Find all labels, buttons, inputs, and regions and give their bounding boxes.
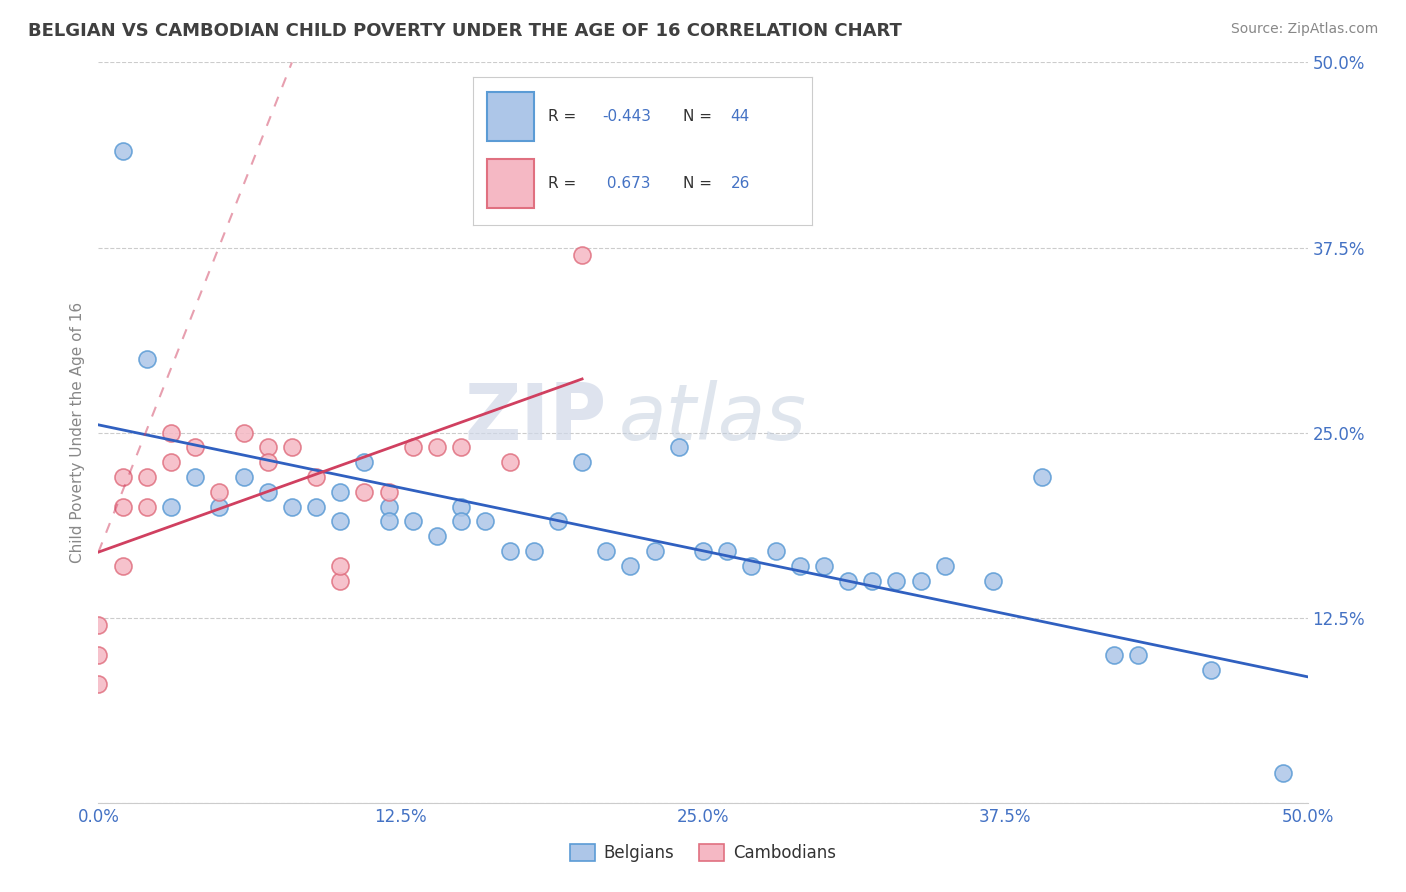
- Point: [184, 441, 207, 455]
- Text: atlas: atlas: [619, 380, 806, 456]
- Text: Source: ZipAtlas.com: Source: ZipAtlas.com: [1230, 22, 1378, 37]
- Point: [571, 455, 593, 469]
- Point: [1031, 470, 1053, 484]
- Point: [353, 484, 375, 499]
- Point: [1128, 648, 1150, 662]
- Point: [111, 500, 134, 514]
- Point: [305, 470, 328, 484]
- Point: [426, 529, 449, 543]
- Point: [450, 500, 472, 514]
- Point: [87, 677, 110, 691]
- Point: [402, 441, 425, 455]
- Point: [87, 648, 110, 662]
- Point: [619, 558, 641, 573]
- Point: [765, 544, 787, 558]
- Point: [934, 558, 956, 573]
- Point: [426, 441, 449, 455]
- Point: [1199, 663, 1222, 677]
- Point: [474, 515, 496, 529]
- Point: [402, 515, 425, 529]
- Text: ZIP: ZIP: [464, 380, 606, 456]
- Point: [813, 558, 835, 573]
- Point: [498, 455, 520, 469]
- Point: [281, 500, 304, 514]
- Point: [160, 500, 183, 514]
- Point: [329, 574, 352, 588]
- Point: [837, 574, 859, 588]
- Point: [256, 441, 278, 455]
- Legend: Belgians, Cambodians: Belgians, Cambodians: [564, 837, 842, 869]
- Point: [111, 558, 134, 573]
- Point: [135, 351, 157, 366]
- Point: [232, 470, 254, 484]
- Point: [595, 544, 617, 558]
- Point: [329, 484, 352, 499]
- Point: [111, 470, 134, 484]
- Point: [716, 544, 738, 558]
- Point: [208, 500, 231, 514]
- Point: [789, 558, 811, 573]
- Y-axis label: Child Poverty Under the Age of 16: Child Poverty Under the Age of 16: [69, 302, 84, 563]
- Point: [668, 441, 690, 455]
- Point: [256, 484, 278, 499]
- Point: [377, 500, 399, 514]
- Point: [1272, 766, 1295, 780]
- Point: [450, 515, 472, 529]
- Point: [87, 618, 110, 632]
- Text: BELGIAN VS CAMBODIAN CHILD POVERTY UNDER THE AGE OF 16 CORRELATION CHART: BELGIAN VS CAMBODIAN CHILD POVERTY UNDER…: [28, 22, 903, 40]
- Point: [135, 500, 157, 514]
- Point: [377, 515, 399, 529]
- Point: [547, 515, 569, 529]
- Point: [377, 484, 399, 499]
- Point: [353, 455, 375, 469]
- Point: [692, 544, 714, 558]
- Point: [232, 425, 254, 440]
- Point: [184, 470, 207, 484]
- Point: [329, 515, 352, 529]
- Point: [256, 455, 278, 469]
- Point: [281, 441, 304, 455]
- Point: [160, 455, 183, 469]
- Point: [981, 574, 1004, 588]
- Point: [886, 574, 908, 588]
- Point: [644, 544, 666, 558]
- Point: [160, 425, 183, 440]
- Point: [305, 500, 328, 514]
- Point: [329, 558, 352, 573]
- Point: [1102, 648, 1125, 662]
- Point: [740, 558, 762, 573]
- Point: [498, 544, 520, 558]
- Point: [135, 470, 157, 484]
- Point: [571, 248, 593, 262]
- Point: [860, 574, 883, 588]
- Point: [111, 145, 134, 159]
- Point: [523, 544, 546, 558]
- Point: [450, 441, 472, 455]
- Point: [910, 574, 932, 588]
- Point: [208, 484, 231, 499]
